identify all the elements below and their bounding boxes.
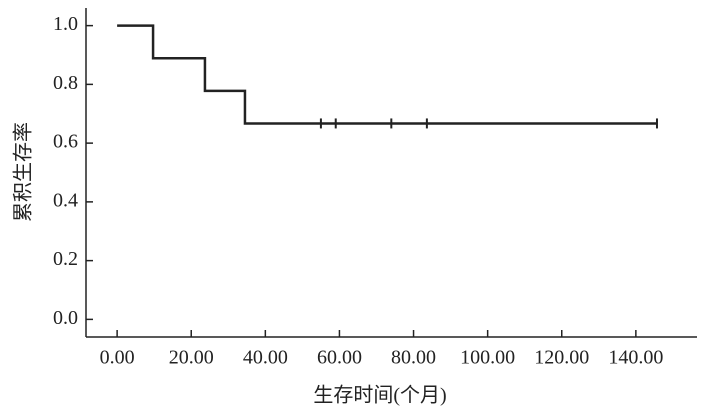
x-tick-label: 40.00 xyxy=(243,347,288,369)
x-tick-label: 100.00 xyxy=(460,347,515,369)
y-tick-label: 0.4 xyxy=(53,189,78,211)
y-tick-label: 0.8 xyxy=(53,72,78,94)
y-tick-label: 0.2 xyxy=(53,248,78,270)
x-tick-label: 20.00 xyxy=(169,347,214,369)
y-tick-label: 1.0 xyxy=(53,13,78,35)
x-tick-label: 80.00 xyxy=(391,347,436,369)
y-axis-label: 累积生存率 xyxy=(12,122,35,222)
y-tick-label: 0.6 xyxy=(53,131,78,153)
x-tick-label: 140.00 xyxy=(608,347,663,369)
x-tick-label: 60.00 xyxy=(317,347,362,369)
x-tick-label: 120.00 xyxy=(534,347,589,369)
y-tick-label: 0.0 xyxy=(53,307,78,329)
x-tick-label: 0.00 xyxy=(100,347,135,369)
survival-curve xyxy=(117,24,657,125)
x-axis-label: 生存时间(个月) xyxy=(313,384,446,407)
